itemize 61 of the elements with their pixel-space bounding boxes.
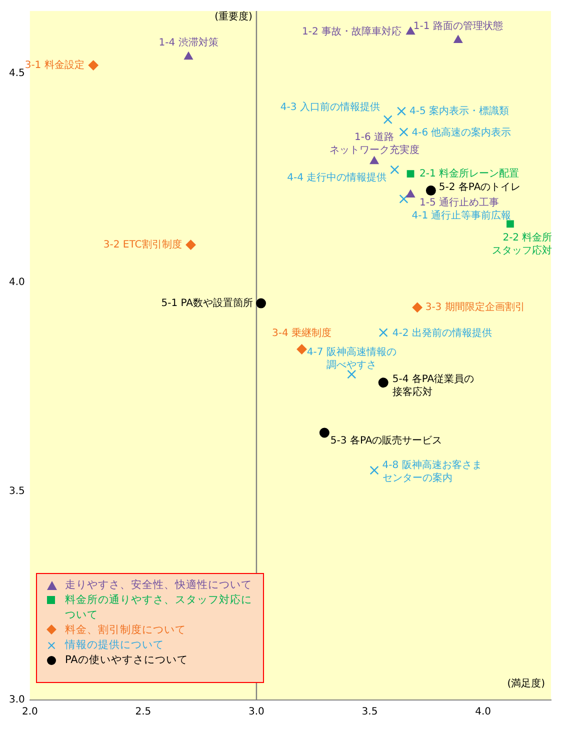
y-tick-label: 3.5	[8, 486, 25, 497]
point	[370, 466, 379, 475]
y-tick-label: 4.5	[8, 68, 25, 80]
legend-label: PAの使いやすさについて	[65, 654, 188, 666]
annotation: 2-1 料金所レーン配置	[420, 167, 520, 180]
point	[406, 190, 415, 198]
point	[406, 26, 415, 35]
annotation: 3-4 乗継制度	[272, 326, 332, 339]
annotation: 5-4 各PA従業員の接客応対	[392, 373, 474, 398]
point	[378, 378, 388, 388]
x-tick-label: 3.0	[248, 706, 264, 718]
annotation: 1-2 事故・故障車対応	[302, 25, 402, 38]
legend-label: 走りやすさ、安全性、快適性について	[65, 579, 252, 591]
y-tick-label: 3.0	[8, 694, 25, 706]
point	[399, 194, 408, 204]
annotation: 5-1 PA数や設置箇所	[161, 296, 253, 309]
x-tick-label: 4.0	[475, 706, 491, 718]
annotation: 1-5 通行止め工事	[420, 196, 500, 208]
annotation: 4-6 他高速の案内表示	[412, 126, 512, 139]
point	[370, 156, 379, 164]
x-axis-title: (満足度)	[507, 678, 546, 690]
legend-label: 料金所の通りやすさ、スタッフ対応について	[65, 594, 252, 621]
point	[88, 60, 98, 70]
x-tick-label: 3.5	[362, 706, 378, 718]
annotation: 1-1 路面の管理状態	[413, 20, 503, 32]
annotation: 3-3 期間限定企画割引	[425, 301, 525, 314]
x-tick-label: 2.5	[135, 706, 152, 718]
point	[399, 128, 408, 137]
point	[406, 170, 414, 178]
point	[390, 165, 400, 174]
point	[396, 106, 406, 116]
annotation: 4-2 出発前の情報提供	[392, 327, 492, 340]
point	[296, 344, 307, 354]
point	[383, 115, 392, 124]
point	[426, 186, 436, 196]
point	[256, 298, 266, 308]
y-axis-title: (重要度)	[214, 10, 253, 23]
annotation: 5-3 各PAの販売サービス	[330, 434, 442, 446]
annotation: 4-1 通行止等事前広報	[412, 210, 512, 222]
point	[184, 52, 193, 60]
y-tick-label: 4.0	[8, 277, 25, 288]
point	[347, 370, 356, 379]
point	[378, 328, 388, 338]
annotation: 3-2 ETC割引制度	[103, 238, 182, 250]
point	[506, 220, 514, 228]
annotation: 4-8 阪神高速お客さまセンターの案内	[382, 458, 482, 484]
annotation: 3-1 料金設定	[24, 58, 84, 71]
annotation: 5-2 各PAのトイレ	[438, 182, 521, 194]
point	[454, 35, 463, 43]
x-tick-label: 2.0	[22, 706, 38, 718]
point	[319, 428, 330, 438]
annotation: 1-4 渋滞対策	[158, 36, 218, 49]
annotation: 2-2 料金所スタッフ応対	[492, 232, 552, 257]
annotation: 4-7 阪神高速情報の調べやすさ	[306, 346, 396, 371]
point	[412, 302, 422, 312]
legend-label: 料金、割引制度について	[65, 624, 186, 636]
annotation: 4-4 走行中の情報提供	[287, 171, 387, 184]
annotation: 4-5 案内表示・標識類	[409, 104, 509, 117]
legend-label: 情報の提供について	[65, 639, 164, 651]
point	[186, 240, 196, 250]
annotation: 4-3 入口前の情報提供	[280, 101, 380, 114]
